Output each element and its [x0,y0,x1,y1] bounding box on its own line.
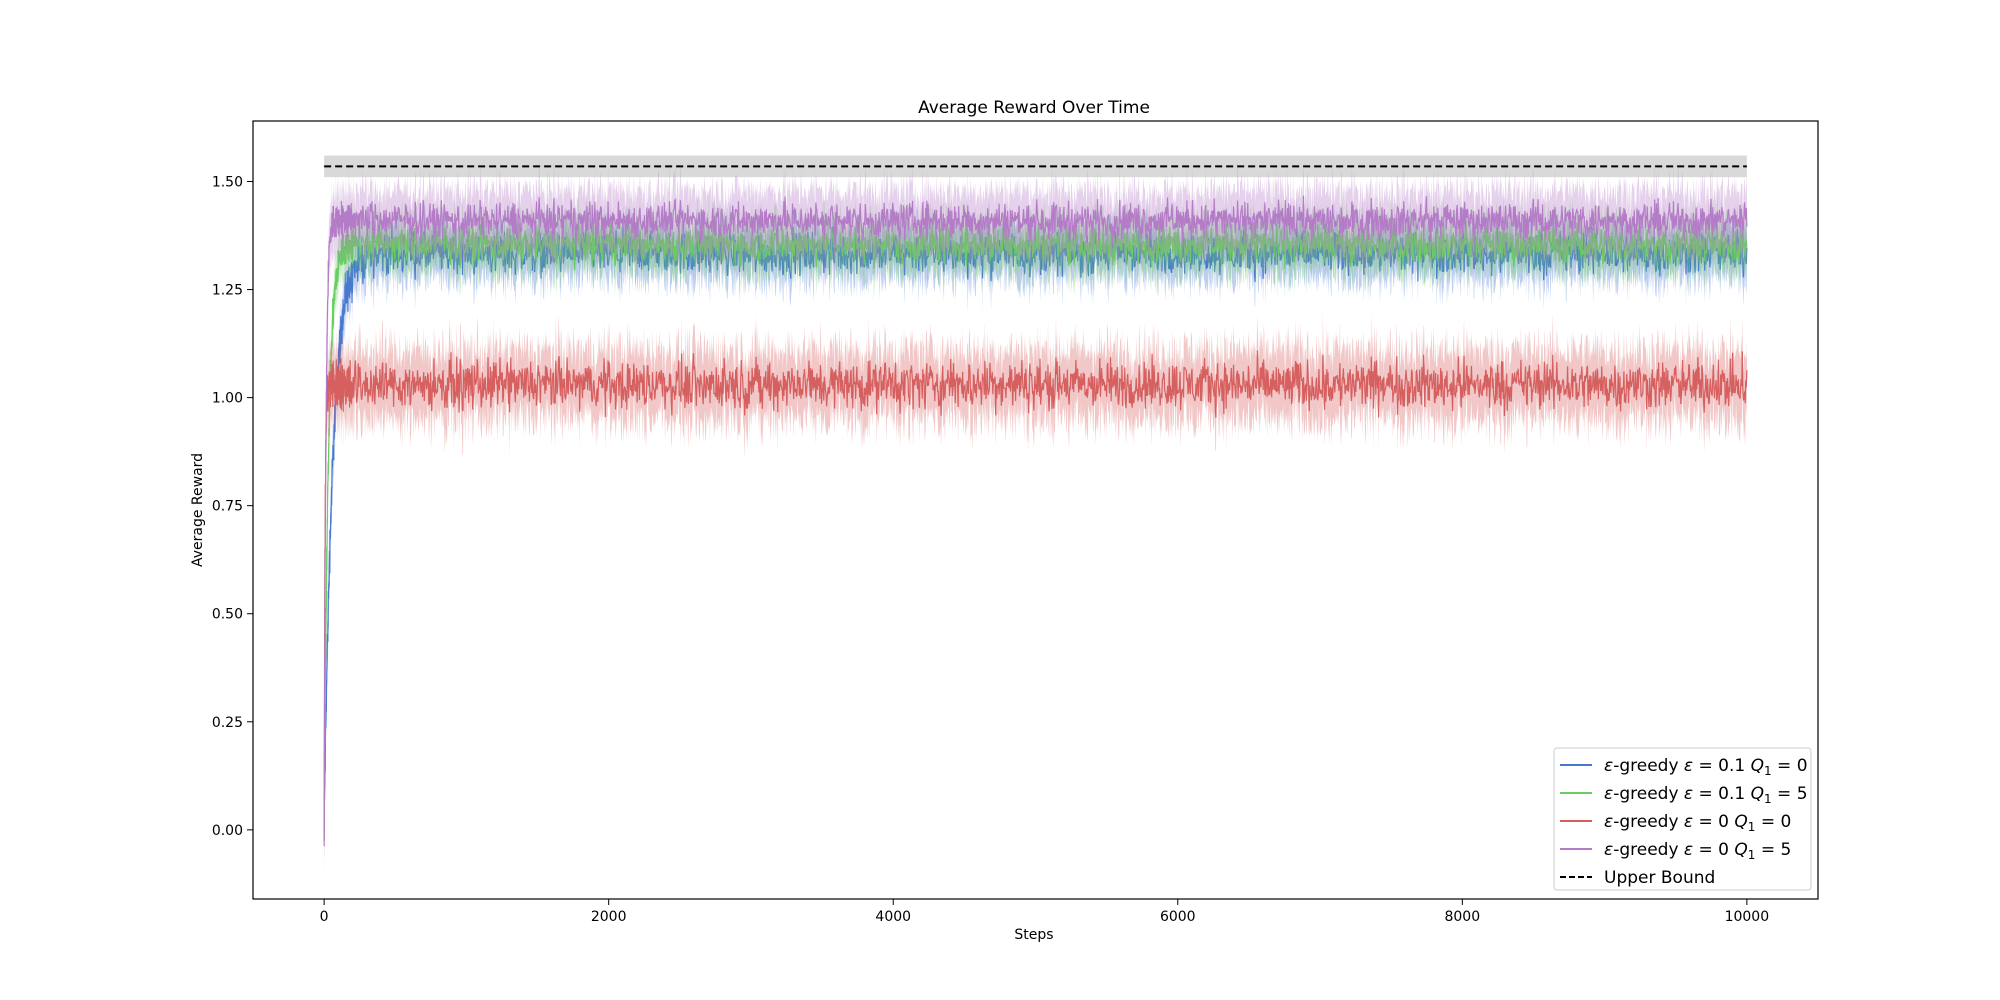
y-tick-label: 0.75 [212,499,243,515]
legend-label: ε-greedy ε = 0.1 Q1 = 5 [1604,784,1808,806]
y-tick-label: 1.25 [212,283,243,299]
legend-label: ε-greedy ε = 0.1 Q1 = 0 [1604,756,1808,778]
plot-area [323,155,1748,883]
x-tick-label: 10000 [1725,909,1770,925]
series-1-line [323,222,1748,828]
x-tick-label: 8000 [1444,909,1480,925]
y-tick-label: 0.00 [212,823,243,839]
series-2-band [324,188,1747,859]
series-3 [323,311,1748,872]
legend-label: ε-greedy ε = 0 Q1 = 5 [1604,840,1791,862]
legend: ε-greedy ε = 0.1 Q1 = 0 ε-greedy ε = 0.1 … [1553,747,1812,891]
chart-title: Average Reward Over Time [918,98,1150,118]
legend-box [1553,747,1812,891]
plot-frame [252,120,1819,900]
series-1-band [324,192,1747,862]
x-tick-label: 2000 [591,909,627,925]
series-4 [323,158,1748,883]
y-tick-label: 0.25 [212,715,243,731]
series-4-line [323,195,1748,847]
series-3-band [324,311,1747,872]
series-1 [323,192,1748,862]
x-axis: 0 2000 4000 6000 8000 10000 [320,899,1769,925]
x-tick-label: 6000 [1160,909,1196,925]
x-axis-label: Steps [1014,927,1053,943]
y-tick-label: 0.50 [212,607,243,623]
x-tick-label: 4000 [875,909,911,925]
legend-label: ε-greedy ε = 0 Q1 = 0 [1604,812,1791,834]
legend-label: Upper Bound [1604,868,1715,888]
x-tick-label: 0 [320,909,329,925]
series-3-line [323,350,1748,842]
y-tick-label: 1.00 [212,391,243,407]
series-2 [323,188,1748,859]
series-2-line [323,219,1748,838]
upper-bound-band [324,155,1747,178]
y-tick-label: 1.50 [212,175,243,191]
y-axis-label: Average Reward [190,453,206,567]
y-axis: 0.00 0.25 0.50 0.75 1.00 1.25 1.50 [212,175,253,839]
